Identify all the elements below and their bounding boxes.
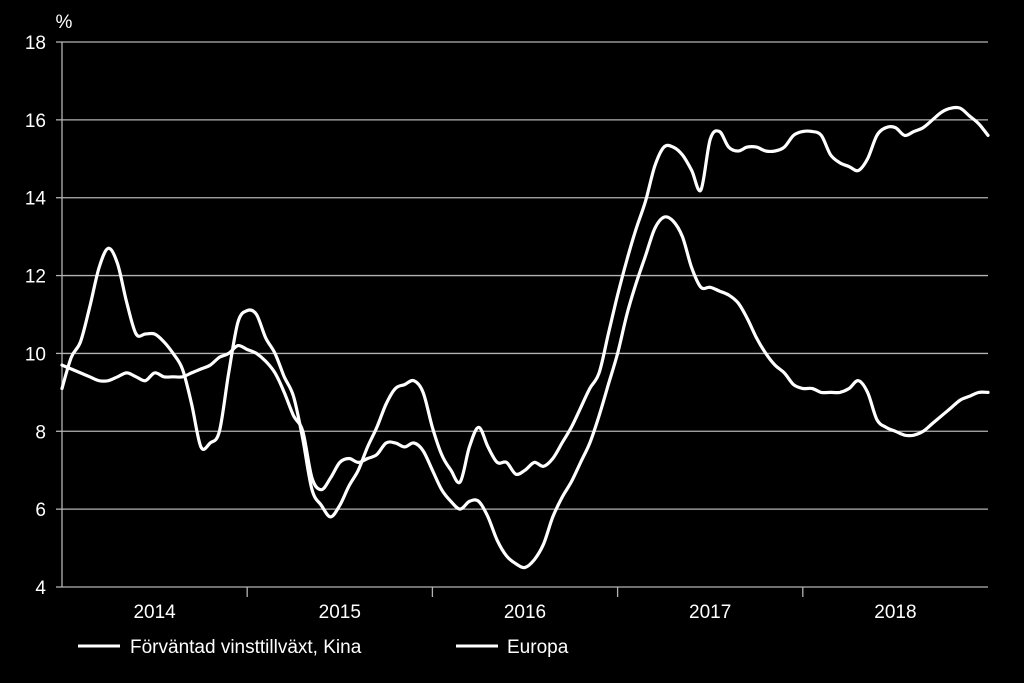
series-line-europa [60, 215, 990, 570]
legend-label-europa: Europa [507, 637, 569, 658]
y-tick-label: 14 [25, 189, 47, 210]
x-tick-label: 2015 [319, 602, 361, 623]
y-tick-label: 18 [25, 33, 46, 54]
y-tick-label: 4 [35, 578, 46, 599]
series-lines [60, 105, 990, 570]
x-axis: 2014 2015 2016 2017 2018 [61, 42, 988, 623]
y-tick-label: 6 [35, 500, 46, 521]
y-axis-ticks: 4 6 8 10 12 14 16 18 [25, 33, 62, 599]
y-tick-label: 12 [25, 267, 46, 288]
y-tick-label: 16 [25, 111, 46, 132]
x-tick-label: 2017 [689, 602, 731, 623]
x-tick-label: 2016 [504, 602, 546, 623]
legend-label-kina: Förväntad vinsttillväxt, Kina [130, 637, 362, 658]
y-tick-label: 10 [25, 344, 46, 365]
y-axis-unit-label: % [56, 12, 73, 33]
y-tick-label: 8 [35, 422, 46, 443]
legend: Förväntad vinsttillväxt, Kina Europa [78, 637, 569, 658]
x-tick-label: 2018 [874, 602, 916, 623]
x-tick-label: 2014 [133, 602, 176, 623]
gridlines [62, 41, 988, 510]
series-line-kina [60, 105, 990, 519]
